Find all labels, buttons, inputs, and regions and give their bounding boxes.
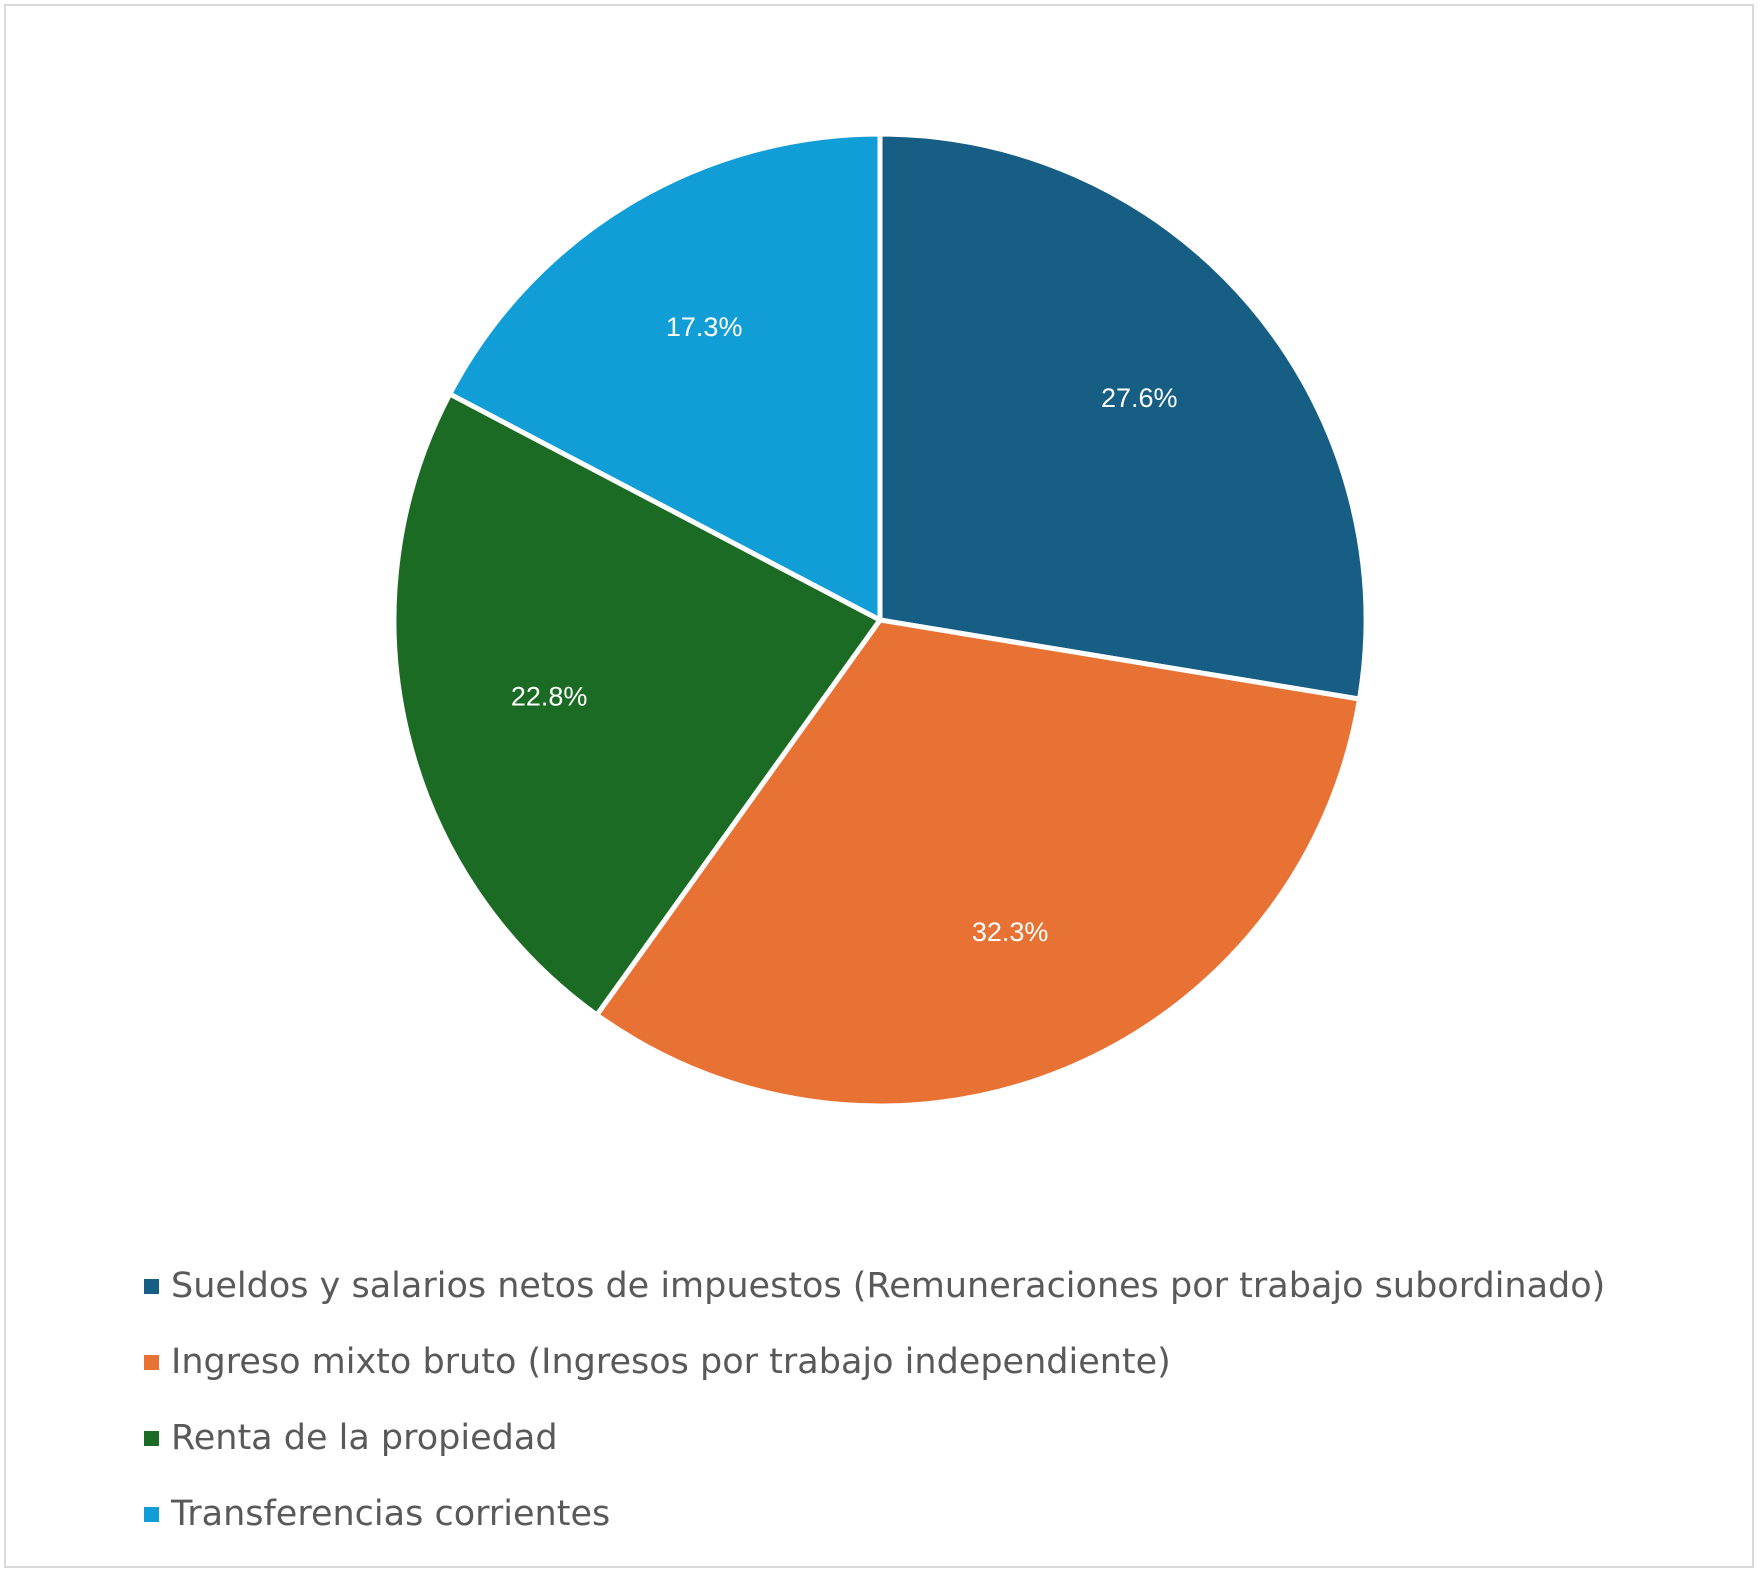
data-label-transferencias: 17.3% bbox=[666, 312, 743, 342]
legend-swatch bbox=[144, 1354, 159, 1370]
legend-label: Ingreso mixto bruto (Ingresos por trabaj… bbox=[171, 1342, 1171, 1382]
pie-slices bbox=[391, 131, 1369, 1109]
legend-item-transferencias[interactable]: Transferencias corrientes bbox=[144, 1476, 1704, 1552]
legend-item-ingreso-mixto[interactable]: Ingreso mixto bruto (Ingresos por trabaj… bbox=[144, 1324, 1704, 1400]
legend-label: Transferencias corrientes bbox=[171, 1494, 611, 1534]
pie-slice-sueldos[interactable] bbox=[877, 131, 1369, 702]
legend-label: Renta de la propiedad bbox=[171, 1418, 558, 1458]
data-label-ingreso-mixto: 32.3% bbox=[972, 917, 1049, 947]
pie-slice-ingreso-mixto[interactable] bbox=[594, 617, 1363, 1109]
data-label-renta: 22.8% bbox=[511, 681, 588, 711]
data-label-sueldos: 27.6% bbox=[1101, 383, 1178, 413]
legend-item-renta[interactable]: Renta de la propiedad bbox=[144, 1400, 1704, 1476]
legend-swatch bbox=[144, 1278, 159, 1294]
pie-data-labels: 27.6% 32.3% 22.8% 17.3% bbox=[511, 312, 1178, 947]
pie-slice-transferencias[interactable] bbox=[447, 131, 883, 623]
legend: Sueldos y salarios netos de impuestos (R… bbox=[144, 1248, 1704, 1552]
legend-swatch bbox=[144, 1430, 159, 1446]
legend-swatch bbox=[144, 1506, 159, 1522]
pie-slice-renta[interactable] bbox=[391, 391, 883, 1018]
legend-item-sueldos[interactable]: Sueldos y salarios netos de impuestos (R… bbox=[144, 1248, 1704, 1324]
legend-label: Sueldos y salarios netos de impuestos (R… bbox=[171, 1266, 1606, 1306]
